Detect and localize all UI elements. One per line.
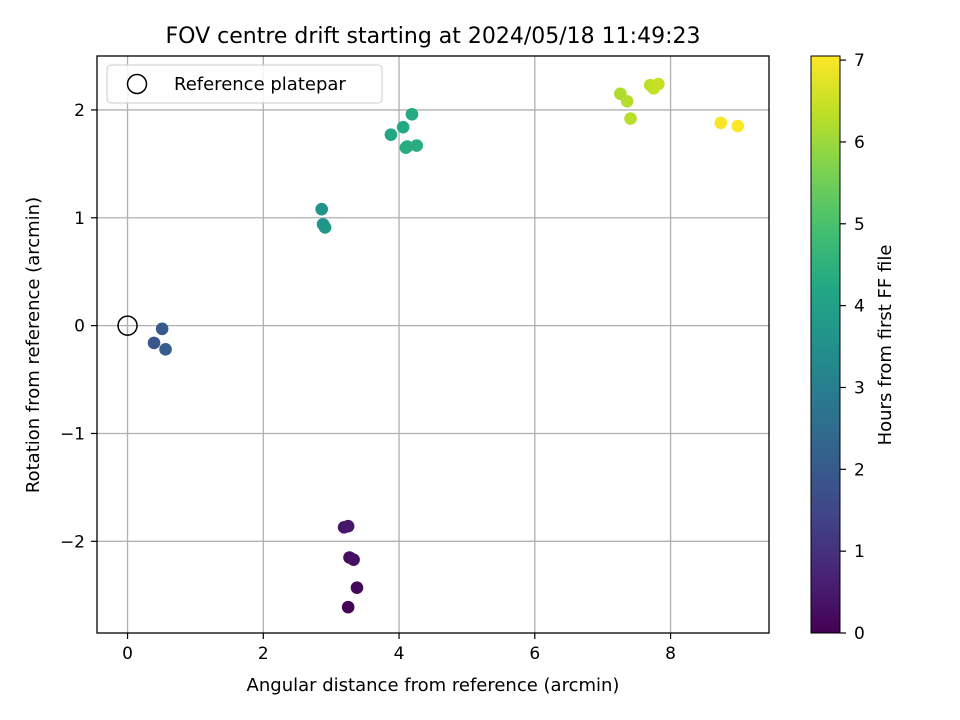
data-point bbox=[384, 128, 398, 142]
colorbar-tick-label: 7 bbox=[854, 51, 865, 71]
data-point bbox=[620, 94, 634, 108]
y-axis-ticks: 2 1 0 −1 −2 bbox=[60, 101, 97, 552]
y-tick-label: −1 bbox=[60, 424, 85, 444]
data-point bbox=[652, 77, 665, 91]
colorbar-tick-label: 6 bbox=[854, 133, 865, 153]
data-points bbox=[147, 77, 745, 614]
reference-platepar-marker bbox=[117, 315, 138, 336]
colorbar-tick-label: 3 bbox=[854, 378, 865, 398]
legend-box bbox=[106, 64, 383, 104]
x-axis-ticks: 0 2 4 6 8 bbox=[122, 633, 676, 664]
plot-frame bbox=[96, 55, 770, 634]
data-point bbox=[155, 322, 169, 336]
x-tick-label: 6 bbox=[529, 644, 540, 664]
colorbar-ticks: 0 1 2 3 4 5 6 7 bbox=[840, 51, 865, 644]
legend: Reference platepar bbox=[106, 64, 383, 104]
colorbar-tick-label: 5 bbox=[854, 215, 865, 235]
data-point bbox=[318, 221, 332, 234]
data-point bbox=[341, 519, 355, 533]
colorbar-tick-label: 1 bbox=[854, 542, 865, 562]
colorbar: 0 1 2 3 4 5 6 7 Hours from first FF file bbox=[810, 51, 896, 644]
x-tick-label: 4 bbox=[394, 644, 405, 664]
data-point bbox=[347, 553, 360, 566]
data-point bbox=[147, 336, 161, 350]
data-point bbox=[624, 112, 637, 125]
colorbar-label: Hours from first FF file bbox=[875, 245, 896, 446]
data-point bbox=[714, 116, 728, 130]
x-tick-label: 0 bbox=[122, 644, 133, 664]
data-point bbox=[315, 202, 328, 216]
data-point bbox=[341, 600, 355, 614]
legend-marker bbox=[126, 73, 148, 95]
colorbar-tick-label: 2 bbox=[854, 460, 865, 480]
y-tick-label: −2 bbox=[60, 532, 85, 552]
colorbar-gradient bbox=[810, 55, 841, 634]
x-tick-label: 8 bbox=[665, 644, 676, 664]
data-point bbox=[350, 581, 364, 595]
y-tick-label: 0 bbox=[74, 317, 85, 337]
y-tick-label: 1 bbox=[74, 209, 85, 229]
data-point bbox=[399, 141, 413, 154]
data-point bbox=[159, 343, 172, 356]
data-point bbox=[410, 139, 424, 152]
y-tick-label: 2 bbox=[74, 101, 85, 121]
data-point bbox=[731, 119, 745, 133]
chart-title: FOV centre drift starting at 2024/05/18 … bbox=[166, 24, 701, 49]
y-axis-label: Rotation from reference (arcmin) bbox=[23, 197, 44, 493]
grid bbox=[97, 56, 769, 633]
colorbar-tick-label: 4 bbox=[854, 297, 865, 317]
colorbar-tick-label: 0 bbox=[854, 624, 865, 644]
x-axis-label: Angular distance from reference (arcmin) bbox=[247, 675, 620, 696]
data-point bbox=[396, 120, 410, 134]
legend-label: Reference platepar bbox=[174, 74, 346, 95]
data-point bbox=[405, 107, 419, 121]
x-tick-label: 2 bbox=[258, 644, 269, 664]
